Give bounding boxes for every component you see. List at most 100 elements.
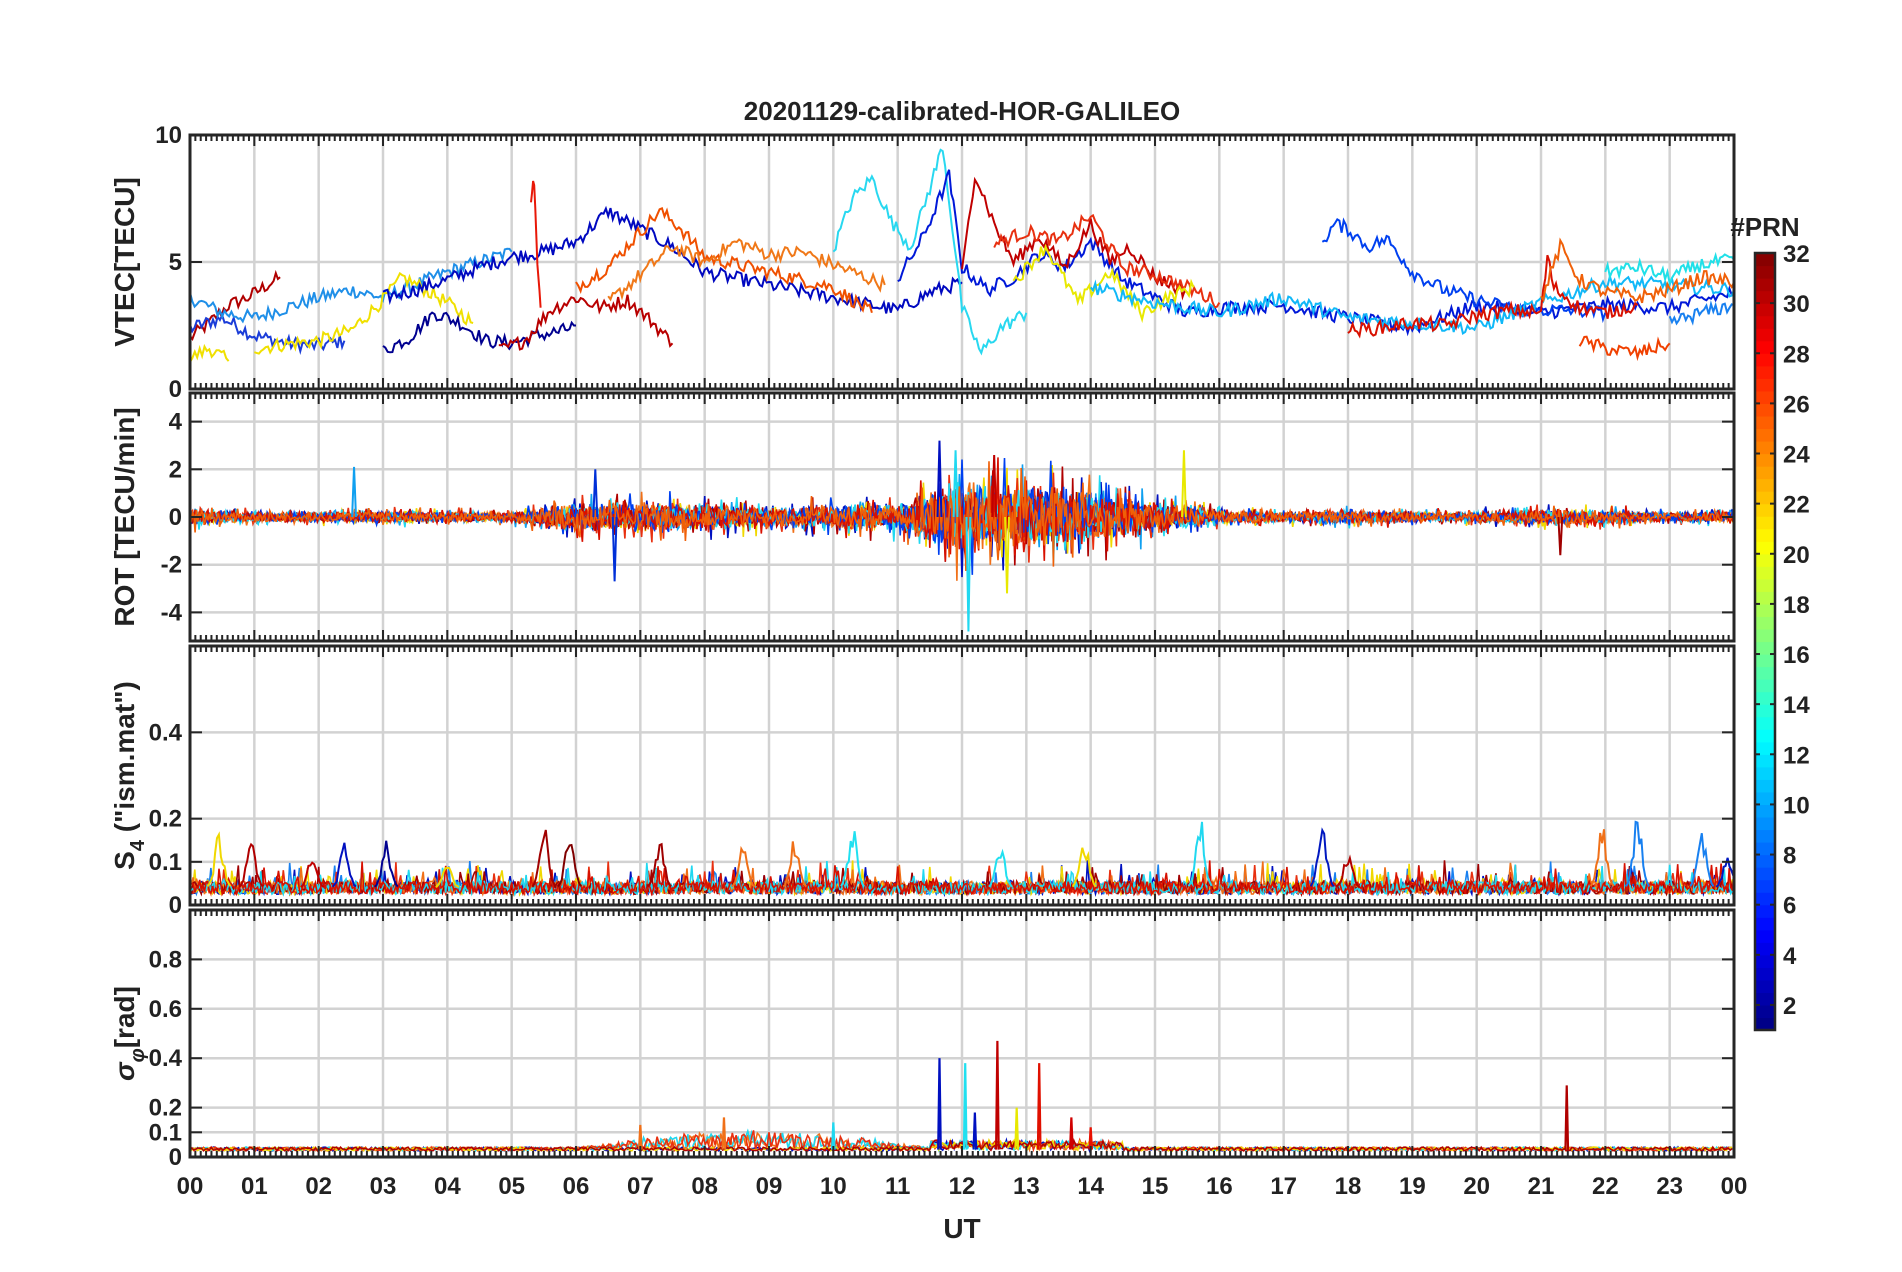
colorbar-swatch [1755, 303, 1775, 317]
s4-burst [1187, 821, 1213, 887]
colorbar-swatch [1755, 290, 1775, 304]
rot-spike [991, 454, 998, 518]
x-tick-label: 00 [1721, 1173, 1748, 1200]
colorbar-swatch [1755, 654, 1775, 668]
sigma-spike [994, 1040, 1000, 1150]
series-prn-29 [498, 294, 674, 351]
colorbar-swatch [1755, 516, 1775, 530]
s4-burst [557, 843, 582, 888]
x-tick-labels: 00 01 02 03 04 05 06 07 08 09 10 11 12 13 14 15 16 17 18 19… [177, 1173, 1748, 1200]
series-prn-31 [190, 269, 281, 342]
s4-burst [373, 840, 399, 888]
colorbar-swatch [1755, 328, 1775, 342]
series-group [190, 148, 1734, 363]
colorbar-swatch [1755, 628, 1775, 643]
colorbar-swatch [1755, 979, 1775, 993]
panel-s4: 0 0.1 0.2 0.4S4 ("ism.mat") [109, 644, 1736, 919]
x-tick-label: 14 [1077, 1173, 1104, 1200]
colorbar-swatch [1755, 741, 1775, 755]
colorbar-swatch [1755, 691, 1775, 705]
series-prn-19 [1012, 243, 1195, 324]
series-prn-27 [530, 180, 542, 308]
colorbar-swatch [1755, 804, 1775, 818]
s4-burst [1071, 847, 1097, 888]
y-tick-label: 0 [169, 892, 182, 919]
x-tick-label: 20 [1463, 1173, 1490, 1200]
y-axis-label: S4 ("ism.mat") [109, 681, 149, 870]
s4-burst [300, 861, 325, 888]
x-tick-label: 07 [627, 1173, 654, 1200]
series-prn-24 [1540, 237, 1734, 304]
x-tick-label: 12 [949, 1173, 976, 1200]
x-tick-label: 16 [1206, 1173, 1233, 1200]
x-tick-label: 17 [1270, 1173, 1297, 1200]
rot-spike [1181, 450, 1187, 518]
sigma-spike [962, 1063, 968, 1150]
colorbar-swatch [1755, 867, 1775, 881]
y-tick-label: 0.6 [149, 996, 182, 1023]
rot-series [190, 457, 1734, 561]
colorbar-tick-label: 12 [1783, 742, 1810, 769]
colorbar-tick-label: 22 [1783, 492, 1810, 519]
rot-spike [952, 450, 959, 518]
y-tick-label: 0 [169, 1144, 182, 1171]
rot-spike [611, 516, 618, 582]
colorbar-swatch [1755, 929, 1775, 943]
x-tick-label: 03 [370, 1173, 397, 1200]
y-tick-label: 0.1 [149, 1119, 182, 1146]
colorbar-swatch [1755, 704, 1775, 718]
colorbar-swatch [1755, 603, 1775, 618]
colorbar-swatch [1755, 754, 1775, 768]
colorbar-tick-label: 8 [1783, 843, 1796, 870]
sigma-spike [1036, 1063, 1042, 1150]
colorbar-swatch [1755, 729, 1775, 743]
y-tick-label: 0.4 [149, 1045, 183, 1072]
series-prn-2 [382, 311, 576, 354]
x-tick-label: 05 [498, 1173, 525, 1200]
rot-spike [1004, 516, 1010, 594]
colorbar-swatch [1755, 278, 1775, 292]
y-tick-label: 0 [169, 376, 182, 403]
sigma-spike [637, 1124, 643, 1150]
s4-burst [840, 831, 866, 888]
x-tick-label: 01 [241, 1173, 268, 1200]
colorbar-tick-label: 18 [1783, 592, 1810, 619]
x-tick-label: 10 [820, 1173, 847, 1200]
y-tick-label: 10 [155, 122, 182, 149]
colorbar-swatch [1755, 478, 1775, 492]
s4-burst [731, 845, 756, 888]
colorbar-swatch [1755, 716, 1775, 730]
colorbar-swatch [1755, 466, 1775, 480]
series-prn-26 [993, 213, 1221, 309]
series-prn-12 [832, 148, 1028, 356]
rot-spike [351, 466, 357, 518]
colorbar-swatch [1755, 340, 1775, 354]
colorbar-swatch [1755, 428, 1775, 442]
s4-burst [1715, 857, 1734, 888]
colorbar-swatch [1755, 842, 1775, 856]
colorbar-tick-label: 6 [1783, 893, 1796, 920]
sigma-spike [1564, 1085, 1570, 1150]
colorbar-border [1753, 251, 1777, 1032]
sigma-spike [1088, 1127, 1094, 1150]
x-tick-label: 13 [1013, 1173, 1040, 1200]
colorbar-swatch [1755, 616, 1775, 630]
sigma-spike [830, 1122, 836, 1150]
y-tick-label: 0.4 [149, 719, 183, 746]
series-prn-4 [382, 205, 963, 314]
series-prn-20 [254, 271, 474, 355]
colorbar-swatch [1755, 766, 1775, 780]
colorbar-swatch [1755, 854, 1775, 868]
colorbar-swatch [1755, 1017, 1775, 1031]
colorbar-tick-label: 14 [1783, 692, 1810, 719]
y-tick-label: 5 [169, 249, 182, 276]
colorbar-swatch [1755, 365, 1775, 379]
y-tick-label: 0.8 [149, 946, 182, 973]
colorbar-swatch [1755, 315, 1775, 329]
colorbar-swatch [1755, 904, 1775, 918]
colorbar-swatch [1755, 440, 1775, 455]
s4-burst [1625, 820, 1650, 887]
colorbar-swatch [1755, 917, 1775, 931]
